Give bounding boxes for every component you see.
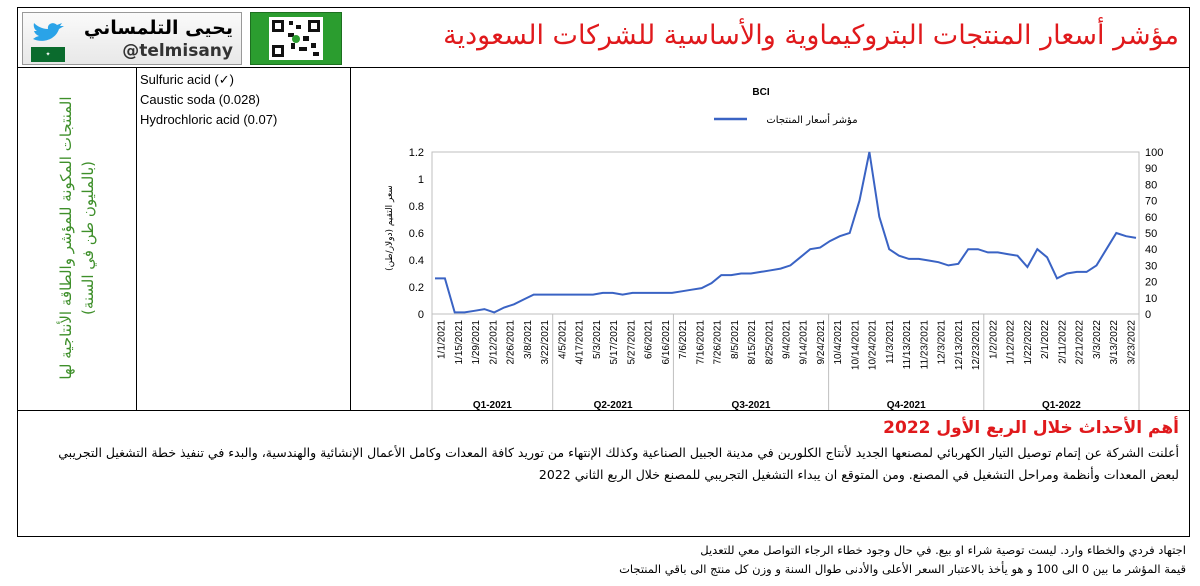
sidebar-label-panel: المنتجات المكونة للمؤشر والطاقة الأنتاجي… bbox=[18, 67, 136, 410]
footer-notes: اجتهاد فردي والخطاء وارد. ليست توصية شرا… bbox=[36, 541, 1186, 579]
x-tick-label: 1/29/2021 bbox=[471, 320, 482, 365]
x-tick-label: 3/23/2022 bbox=[1126, 320, 1137, 365]
x-tick-label: 1/15/2021 bbox=[454, 320, 465, 365]
events-title: أهم الأحداث خلال الربع الأول 2022 bbox=[883, 418, 1179, 438]
y-left-tick-label: 0.8 bbox=[409, 201, 424, 213]
y-left-tick-label: 0.4 bbox=[409, 255, 424, 267]
y-left-tick-label: 1.2 bbox=[409, 147, 424, 159]
x-tick-label: 2/21/2022 bbox=[1075, 320, 1086, 365]
qr-code-icon[interactable] bbox=[250, 12, 342, 65]
x-tick-label: 4/17/2021 bbox=[575, 320, 586, 365]
footer-disclaimer: اجتهاد فردي والخطاء وارد. ليست توصية شرا… bbox=[700, 543, 1186, 557]
x-tick-label: 8/25/2021 bbox=[764, 320, 775, 365]
x-tick-label: 7/6/2021 bbox=[678, 320, 689, 359]
twitter-bird-icon bbox=[33, 23, 64, 41]
x-tick-label: 9/4/2021 bbox=[782, 320, 793, 359]
x-tick-label: 5/3/2021 bbox=[592, 320, 603, 359]
y-right-tick-label: 80 bbox=[1145, 179, 1157, 191]
x-tick-label: 2/12/2021 bbox=[488, 320, 499, 365]
product-item: Hydrochloric acid (0.07) bbox=[140, 112, 278, 127]
quarter-label: Q3-2021 bbox=[732, 400, 771, 410]
page-title: مؤشر أسعار المنتجات البتروكيماوية والأسا… bbox=[443, 20, 1179, 51]
y-right-tick-label: 60 bbox=[1145, 212, 1157, 224]
x-tick-label: 3/22/2021 bbox=[540, 320, 551, 365]
x-tick-label: 5/17/2021 bbox=[609, 320, 620, 365]
x-tick-label: 8/5/2021 bbox=[730, 320, 741, 359]
x-tick-label: 11/3/2021 bbox=[885, 320, 896, 364]
sidebar-label: المنتجات المكونة للمؤشر والطاقة الأنتاجي… bbox=[57, 96, 97, 380]
x-tick-label: 1/2/2022 bbox=[988, 320, 999, 359]
product-item: Caustic soda (0.028) bbox=[140, 92, 260, 107]
y-left-tick-label: 0.6 bbox=[409, 228, 424, 240]
x-tick-label: 10/14/2021 bbox=[850, 320, 861, 370]
product-list: Sulfuric acid (✓) Caustic soda (0.028) H… bbox=[140, 70, 277, 130]
y-right-tick-label: 90 bbox=[1145, 163, 1157, 175]
x-tick-label: 11/23/2021 bbox=[919, 320, 930, 370]
x-tick-label: 6/16/2021 bbox=[661, 320, 672, 365]
x-tick-label: 1/1/2021 bbox=[437, 320, 448, 359]
y-left-tick-label: 0.2 bbox=[409, 282, 424, 294]
y-right-tick-label: 50 bbox=[1145, 228, 1157, 240]
y-right-tick-label: 10 bbox=[1145, 293, 1157, 305]
y-right-tick-label: 20 bbox=[1145, 277, 1157, 289]
x-tick-label: 6/6/2021 bbox=[644, 320, 655, 359]
quarter-label: Q2-2021 bbox=[594, 400, 633, 410]
x-tick-label: 9/14/2021 bbox=[799, 320, 810, 365]
x-tick-label: 12/23/2021 bbox=[971, 320, 982, 370]
y-right-tick-label: 100 bbox=[1145, 147, 1163, 159]
x-tick-label: 1/12/2022 bbox=[1006, 320, 1017, 365]
product-item: Sulfuric acid (✓) bbox=[140, 72, 234, 87]
series-line-bci bbox=[435, 151, 1137, 314]
y-left-tick-label: 1 bbox=[418, 174, 424, 186]
x-tick-label: 12/3/2021 bbox=[937, 320, 948, 365]
x-tick-label: 2/26/2021 bbox=[506, 320, 517, 365]
x-tick-label: 7/26/2021 bbox=[713, 320, 724, 365]
x-tick-label: 9/24/2021 bbox=[816, 320, 827, 365]
x-tick-label: 2/11/2022 bbox=[1057, 320, 1068, 364]
y-right-tick-label: 40 bbox=[1145, 244, 1157, 256]
events-body: أعلنت الشركة عن إتمام توصيل التيار الكهر… bbox=[58, 445, 1179, 482]
x-tick-label: 4/5/2021 bbox=[557, 320, 568, 359]
x-tick-label: 3/8/2021 bbox=[523, 320, 534, 359]
report-frame: مؤشر أسعار المنتجات البتروكيماوية والأسا… bbox=[17, 7, 1190, 537]
x-tick-label: 10/24/2021 bbox=[868, 320, 879, 370]
plot-area bbox=[431, 151, 1140, 315]
quarter-label: Q1-2021 bbox=[473, 400, 512, 410]
author-logo[interactable]: ✦ يحيى التلمساني @telmisany bbox=[22, 12, 242, 65]
y-right-tick-label: 0 bbox=[1145, 309, 1151, 321]
events-section: أهم الأحداث خلال الربع الأول 2022 أعلنت … bbox=[29, 418, 1179, 486]
x-tick-label: 5/27/2021 bbox=[626, 320, 637, 365]
bci-line-chart: BCI مؤشر أسعار المنتجات سعر التقيم (دولا… bbox=[385, 87, 1163, 410]
x-tick-label: 3/13/2022 bbox=[1109, 320, 1120, 365]
x-tick-label: 3/3/2022 bbox=[1092, 320, 1103, 359]
x-tick-label: 1/22/2022 bbox=[1023, 320, 1034, 365]
author-name: يحيى التلمساني bbox=[83, 17, 233, 39]
y-right-tick-label: 30 bbox=[1145, 260, 1157, 272]
footer-index-note: قيمة المؤشر ما بين 0 الى 100 و هو يأخذ ب… bbox=[619, 562, 1186, 576]
quarter-label: Q1-2022 bbox=[1042, 400, 1081, 410]
author-handle: @telmisany bbox=[122, 41, 233, 61]
x-tick-label: 11/13/2021 bbox=[902, 320, 913, 370]
x-tick-label: 8/15/2021 bbox=[747, 320, 758, 365]
x-tick-label: 10/4/2021 bbox=[833, 320, 844, 365]
y-right-tick-label: 70 bbox=[1145, 196, 1157, 208]
legend-label: مؤشر أسعار المنتجات bbox=[766, 113, 857, 126]
x-tick-label: 12/13/2021 bbox=[954, 320, 965, 370]
chart-title: BCI bbox=[752, 87, 769, 98]
quarter-label: Q4-2021 bbox=[887, 400, 926, 410]
x-tick-label: 2/1/2022 bbox=[1040, 320, 1051, 359]
x-tick-label: 7/16/2021 bbox=[695, 320, 706, 365]
saudi-flag-icon: ✦ bbox=[31, 47, 65, 62]
y-left-tick-label: 0 bbox=[418, 309, 424, 321]
y-axis-left-label: سعر التقيم (دولار/طن) bbox=[385, 185, 395, 271]
